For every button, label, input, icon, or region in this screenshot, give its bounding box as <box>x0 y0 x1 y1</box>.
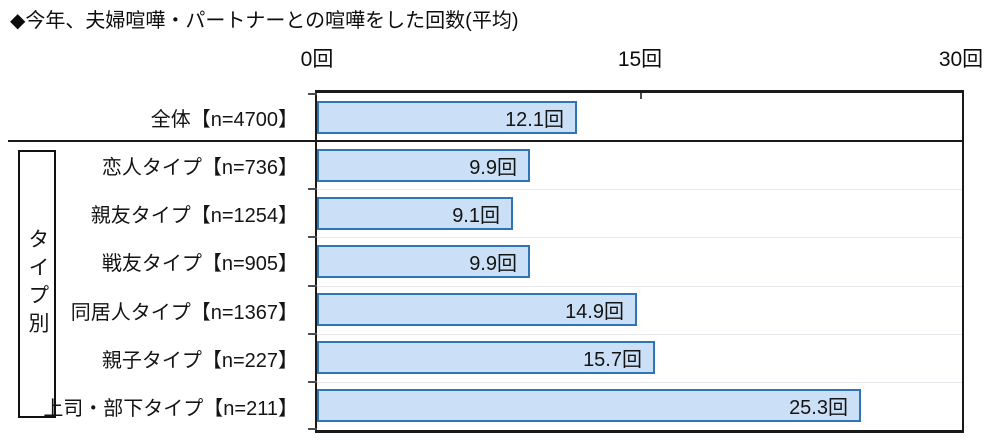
x-axis-tick-label-15: 15回 <box>617 48 663 71</box>
category-label: 親友タイプ【n=1254】 <box>90 204 298 227</box>
bar-value-label: 9.9回 <box>469 253 517 275</box>
x-axis-tick-label-0: 0回 <box>300 48 334 71</box>
y-axis-tick <box>308 188 317 190</box>
bar: 15.7回 <box>317 341 655 374</box>
bar-value-label: 25.3回 <box>789 397 848 419</box>
category-label: 戦友タイプ【n=905】 <box>101 252 298 275</box>
overall-separator-line <box>8 140 962 142</box>
bar-value-label: 14.9回 <box>565 301 624 323</box>
y-axis-tick <box>308 428 317 430</box>
type-group-box: タイプ別 <box>18 150 56 418</box>
bar: 9.1回 <box>317 197 513 230</box>
row-gridline <box>317 382 962 383</box>
category-label: 親子タイプ【n=227】 <box>101 349 298 372</box>
category-label: 恋人タイプ【n=736】 <box>101 156 298 179</box>
category-label: 上司・部下タイプ【n=211】 <box>43 397 298 420</box>
row-gridline <box>317 189 962 190</box>
plot-area: 12.1回 9.9回 9.1回 9.9回 14.9回 15.7回 25.3回 <box>308 90 964 433</box>
y-axis-tick <box>308 333 317 335</box>
bar: 9.9回 <box>317 245 530 278</box>
x-axis-mid-tick <box>640 93 642 99</box>
bar-value-label: 9.9回 <box>469 157 517 179</box>
bar-value-label: 15.7回 <box>583 349 642 371</box>
y-axis-tick <box>308 236 317 238</box>
row-gridline <box>317 237 962 238</box>
bar-value-label: 9.1回 <box>452 205 500 227</box>
bar: 14.9回 <box>317 293 637 326</box>
type-group-label: タイプ別 <box>26 228 49 340</box>
chart-title: ◆今年、夫婦喧嘩・パートナーとの喧嘩をした回数(平均) <box>10 10 519 32</box>
bar-value-label: 12.1回 <box>505 109 564 131</box>
row-gridline <box>317 286 962 287</box>
category-label: 全体【n=4700】 <box>150 108 298 131</box>
bar: 25.3回 <box>317 389 861 422</box>
bar: 9.9回 <box>317 149 530 182</box>
category-label: 同居人タイプ【n=1367】 <box>70 301 298 324</box>
x-axis-tick-label-30: 30回 <box>938 48 984 71</box>
y-axis-tick <box>308 381 317 383</box>
y-axis-tick <box>308 93 317 95</box>
bar: 12.1回 <box>317 101 577 134</box>
y-axis-tick <box>308 285 317 287</box>
row-gridline <box>317 334 962 335</box>
